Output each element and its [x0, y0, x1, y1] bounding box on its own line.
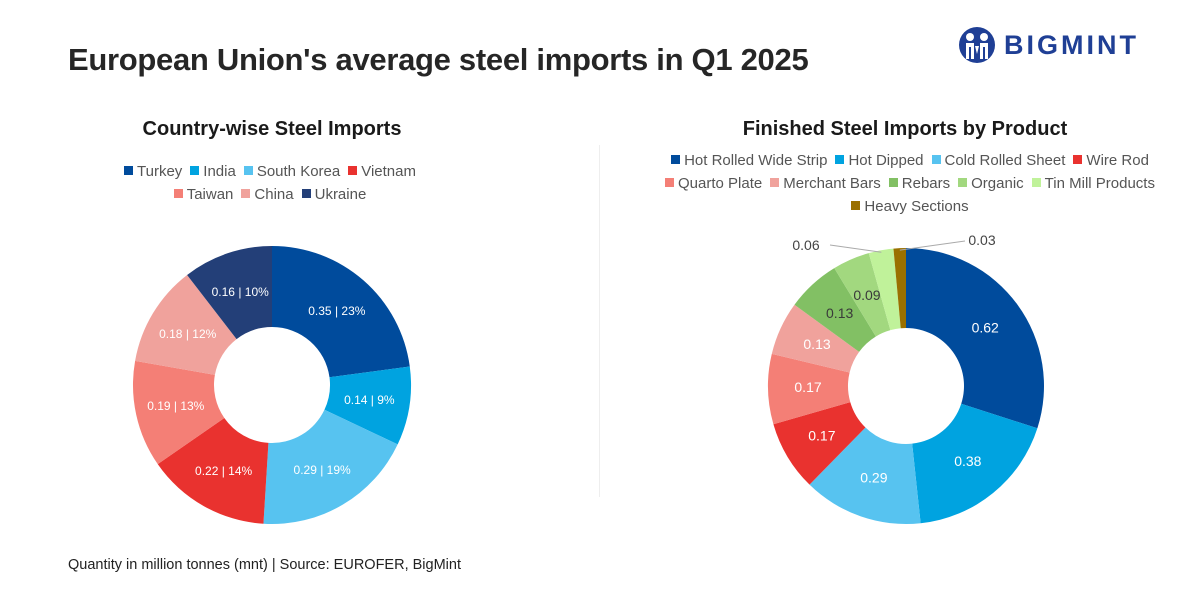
legend-country: Turkey India South Korea Vietnam Taiwan China…: [100, 160, 440, 206]
legend-item: Hot Rolled Wide Strip: [671, 149, 827, 172]
donut-slice-merchant-bars: [771, 304, 860, 373]
data-label: 0.03: [968, 232, 995, 248]
legend-item: Merchant Bars: [770, 172, 881, 195]
donut-slice-hot-rolled-wide-strip: [906, 248, 1044, 429]
donut-slice-rebars: [794, 268, 876, 352]
legend-item: China: [241, 183, 294, 206]
divider: [599, 145, 600, 497]
legend-item: Rebars: [888, 172, 951, 195]
donut-slice-organic: [834, 253, 891, 337]
data-label: 0.16 | 10%: [212, 285, 269, 299]
bigmint-logo: BIGMINT: [958, 26, 1139, 64]
legend-label: Cold Rolled Sheet: [944, 152, 1066, 169]
donut-slice-vietnam: [157, 418, 269, 524]
chart-title-country: Country-wise Steel Imports: [142, 118, 402, 140]
legend-item: Tin Mill Products: [1031, 172, 1155, 195]
legend-item: Turkey: [124, 160, 182, 183]
legend-label: Turkey: [137, 163, 183, 180]
legend-item: Taiwan: [173, 183, 234, 206]
leader-line: [899, 240, 966, 251]
legend-swatch: [190, 166, 200, 175]
legend-item: Wire Rod: [1073, 149, 1149, 172]
legend-swatch: [665, 178, 675, 187]
legend-item: Heavy Sections: [851, 195, 969, 218]
legend-swatch: [1031, 178, 1041, 187]
legend-item: Quarto Plate: [665, 172, 762, 195]
data-label: 0.13: [826, 305, 853, 321]
donut-slice-taiwan: [133, 360, 225, 465]
legend-label: India: [203, 163, 236, 180]
legend-swatch: [835, 155, 845, 164]
legend-swatch: [770, 178, 780, 187]
legend-swatch: [124, 166, 133, 175]
donut-slice-ukraine: [187, 246, 272, 340]
legend-product: Hot Rolled Wide Strip Hot Dipped Cold Roll…: [640, 149, 1180, 218]
chart-title-product: Finished Steel Imports by Product: [742, 118, 1068, 140]
legend-swatch: [931, 155, 941, 164]
source-note: Quantity in million tonnes (mnt) | Sourc…: [68, 557, 461, 573]
page-title: European Union's average steel imports i…: [68, 42, 809, 77]
legend-label: Tin Mill Products: [1044, 175, 1155, 192]
legend-label: Heavy Sections: [864, 198, 969, 215]
data-label: 0.18 | 12%: [159, 327, 216, 341]
data-label: 0.29 | 19%: [294, 463, 351, 477]
legend-label: Quarto Plate: [678, 175, 763, 192]
legend-label: Vietnam: [361, 163, 416, 180]
data-label: 0.19 | 13%: [147, 399, 204, 413]
data-label: 0.13: [803, 336, 830, 352]
legend-item: Ukraine: [301, 183, 367, 206]
donut-slice-hot-dipped: [912, 403, 1038, 524]
legend-swatch: [958, 178, 968, 187]
donut-slice-quarto-plate: [767, 353, 851, 425]
data-label: 0.09: [853, 287, 880, 303]
legend-swatch: [241, 189, 251, 198]
donut-slice-india: [324, 366, 412, 445]
legend-label: Organic: [971, 175, 1024, 192]
legend-item: South Korea: [243, 160, 341, 183]
legend-swatch: [243, 166, 253, 175]
legend-label: China: [254, 186, 294, 203]
legend-item: Organic: [958, 172, 1024, 195]
legend-swatch: [671, 155, 681, 164]
legend-swatch: [1073, 155, 1083, 164]
legend-label: Ukraine: [314, 186, 367, 203]
data-label: 0.38: [954, 453, 981, 469]
bigmint-logo-icon: [959, 27, 995, 63]
legend-swatch: [851, 201, 861, 210]
legend-item: India: [190, 160, 236, 183]
legend-label: Wire Rod: [1086, 152, 1149, 169]
donut-slice-tin-mill-products: [868, 248, 901, 331]
data-label: 0.35 | 23%: [308, 304, 365, 318]
legend-item: Hot Dipped: [835, 149, 924, 172]
donut-slice-cold-rolled-sheet: [809, 427, 921, 524]
legend-swatch: [173, 189, 183, 198]
legend-label: Hot Dipped: [848, 152, 924, 169]
data-label: 0.17: [794, 379, 821, 395]
donut-slice-heavy-sections: [893, 248, 906, 329]
data-label: 0.17: [808, 427, 835, 443]
legend-swatch: [348, 166, 358, 175]
legend-label: South Korea: [256, 163, 341, 180]
legend-swatch: [301, 189, 311, 198]
legend-label: Merchant Bars: [783, 175, 881, 192]
donut-slice-wire-rod: [773, 402, 866, 485]
data-label: 0.14 | 9%: [344, 393, 395, 407]
data-label: 0.29: [860, 470, 887, 486]
legend-label: Rebars: [901, 175, 951, 192]
logo-text: BIGMINT: [1004, 29, 1139, 60]
data-label: 0.06: [792, 237, 819, 253]
donut-slice-turkey: [272, 246, 410, 378]
data-label: 0.22 | 14%: [195, 464, 252, 478]
donut-slice-south-korea: [263, 409, 398, 524]
legend-label: Taiwan: [186, 186, 234, 203]
leader-line: [829, 244, 882, 253]
donut-slice-china: [135, 274, 237, 375]
data-label: 0.62: [972, 319, 999, 335]
legend-item: Cold Rolled Sheet: [931, 149, 1066, 172]
legend-swatch: [888, 178, 898, 187]
legend-label: Hot Rolled Wide Strip: [684, 152, 828, 169]
legend-item: Vietnam: [348, 160, 416, 183]
